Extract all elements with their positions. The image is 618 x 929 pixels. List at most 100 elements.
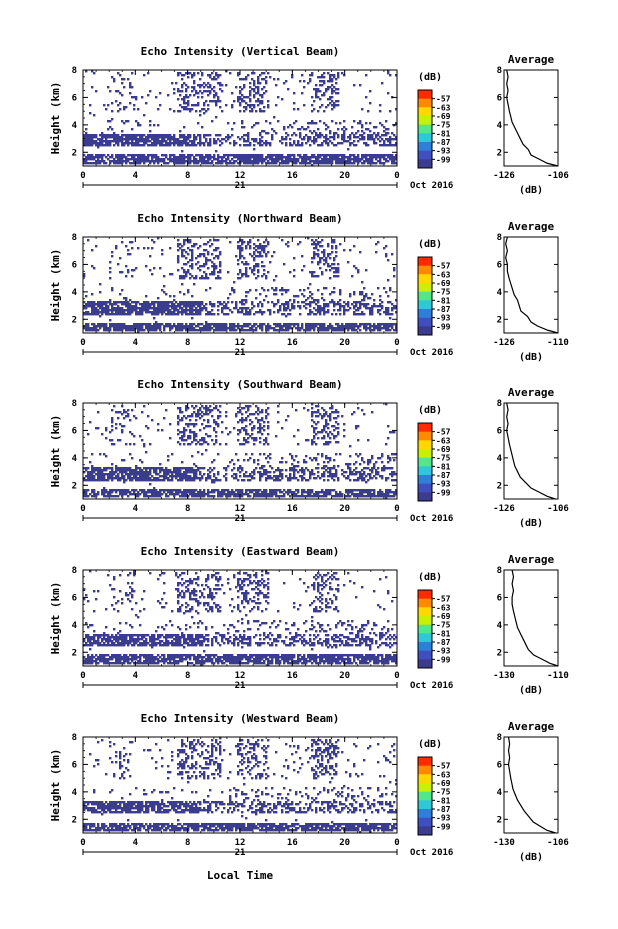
- echo-cell: [333, 327, 336, 330]
- echo-cell: [153, 124, 156, 127]
- echo-cell: [147, 301, 150, 304]
- echo-cell: [243, 162, 246, 165]
- echo-cell: [317, 299, 320, 302]
- echo-cell: [205, 259, 208, 262]
- echo-cell: [193, 495, 196, 498]
- echo-cell: [137, 138, 140, 141]
- echo-cell: [177, 323, 180, 326]
- echo-cell: [143, 140, 146, 143]
- echo-cell: [125, 134, 128, 137]
- echo-cell: [251, 471, 254, 474]
- echo-cell: [245, 441, 248, 444]
- echo-cell: [331, 92, 334, 95]
- echo-cell: [295, 469, 298, 472]
- echo-cell: [237, 96, 240, 99]
- x-tick-label: 16: [287, 338, 298, 348]
- month-year-label: Oct 2016: [410, 348, 453, 358]
- echo-cell: [237, 489, 240, 492]
- echo-cell: [239, 138, 242, 141]
- echo-cell: [115, 142, 118, 145]
- echo-cell: [295, 409, 298, 412]
- echo-cell: [177, 255, 180, 258]
- echo-cell: [253, 90, 256, 93]
- echo-cell: [209, 259, 212, 262]
- echo-cell: [385, 325, 388, 328]
- echo-cell: [293, 435, 296, 438]
- echo-cell: [101, 138, 104, 141]
- echo-cell: [139, 158, 142, 161]
- echo-cell: [209, 329, 212, 332]
- echo-cell: [287, 303, 290, 306]
- echo-cell: [309, 122, 312, 125]
- echo-cell: [381, 323, 384, 326]
- echo-cell: [193, 433, 196, 436]
- echo-cell: [269, 162, 272, 165]
- echo-cell: [287, 415, 290, 418]
- echo-cell: [281, 491, 284, 494]
- echo-cell: [239, 92, 242, 95]
- echo-cell: [335, 92, 338, 95]
- echo-cell: [271, 136, 274, 139]
- echo-cell: [255, 160, 258, 163]
- echo-cell: [285, 291, 288, 294]
- echo-cell: [185, 409, 188, 412]
- echo-cell: [297, 489, 300, 492]
- echo-cell: [149, 160, 152, 163]
- echo-cell: [253, 82, 256, 85]
- echo-cell: [261, 305, 264, 308]
- echo-cell: [101, 305, 104, 308]
- echo-cell: [237, 154, 240, 157]
- echo-cell: [311, 327, 314, 330]
- echo-cell: [197, 160, 200, 163]
- echo-cell: [187, 239, 190, 242]
- echo-cell: [323, 92, 326, 95]
- echo-cell: [281, 138, 284, 141]
- echo-cell: [161, 467, 164, 470]
- echo-cell: [279, 158, 282, 161]
- echo-cell: [309, 162, 312, 165]
- echo-cell: [89, 134, 92, 137]
- echo-cell: [115, 162, 118, 165]
- echo-cell: [361, 293, 364, 296]
- echo-cell: [267, 325, 270, 328]
- echo-cell: [371, 134, 374, 137]
- echo-cell: [357, 307, 360, 310]
- echo-cell: [145, 265, 148, 268]
- echo-cell: [167, 471, 170, 474]
- echo-cell: [173, 493, 176, 496]
- echo-cell: [163, 473, 166, 476]
- echo-cell: [191, 491, 194, 494]
- echo-cell: [91, 140, 94, 143]
- echo-cell: [363, 132, 366, 135]
- echo-cell: [123, 491, 126, 494]
- echo-cell: [209, 411, 212, 414]
- echo-cell: [253, 124, 256, 127]
- echo-cell: [181, 309, 184, 312]
- echo-cell: [223, 305, 226, 308]
- echo-cell: [133, 309, 136, 312]
- echo-cell: [245, 491, 248, 494]
- echo-cell: [187, 247, 190, 250]
- echo-cell: [281, 136, 284, 139]
- echo-cell: [119, 136, 122, 139]
- echo-cell: [131, 136, 134, 139]
- echo-cell: [185, 467, 188, 470]
- echo-cell: [85, 295, 88, 298]
- echo-cell: [359, 84, 362, 87]
- echo-cell: [125, 136, 128, 139]
- echo-cell: [247, 479, 250, 482]
- echo-cell: [195, 144, 198, 147]
- echo-cell: [199, 86, 202, 89]
- echo-cell: [211, 439, 214, 442]
- colorbar-unit: (dB): [418, 72, 442, 83]
- echo-cell: [203, 136, 206, 139]
- echo-cell: [281, 461, 284, 464]
- echo-cell: [349, 162, 352, 165]
- echo-cell: [181, 431, 184, 434]
- echo-cell: [135, 154, 138, 157]
- echo-cell: [319, 257, 322, 260]
- echo-cell: [147, 477, 150, 480]
- echo-cell: [161, 301, 164, 304]
- echo-cell: [317, 128, 320, 131]
- echo-cell: [257, 471, 260, 474]
